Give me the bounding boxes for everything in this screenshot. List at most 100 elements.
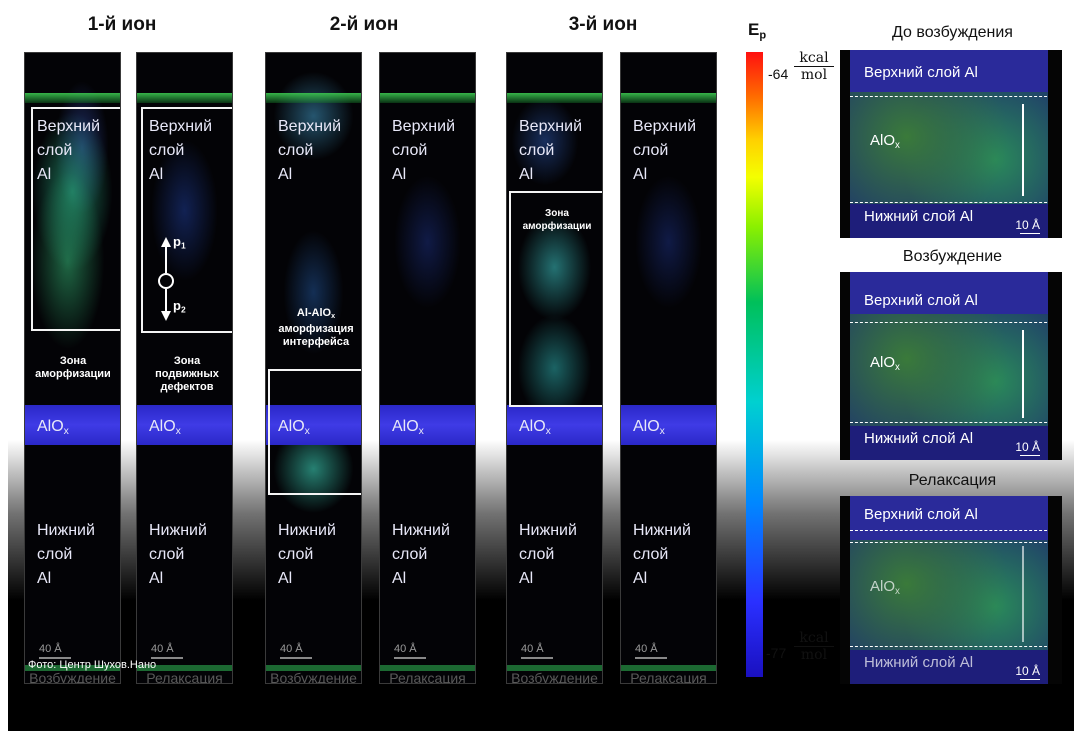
top-layer-label: Верхний слой Al bbox=[864, 506, 978, 523]
panel-before-excitation: Верхний слой Al AlOx Нижний слой Al 10 Å bbox=[840, 50, 1062, 238]
bottom-layer-label: Нижний слой Al bbox=[864, 654, 974, 671]
column-caption: Возбуждение bbox=[29, 670, 116, 684]
scale-bar bbox=[1020, 232, 1040, 234]
alox-band bbox=[507, 405, 602, 445]
amorphization-box bbox=[509, 191, 602, 407]
defects-box bbox=[141, 107, 232, 333]
bottom-layer-label: Нижний слой Al bbox=[633, 522, 691, 587]
upper-boundary bbox=[840, 322, 1062, 323]
top-layer-band bbox=[507, 93, 602, 103]
scale-bar bbox=[394, 657, 426, 659]
column-caption: Релаксация bbox=[630, 670, 707, 684]
p2-label: p2 bbox=[173, 298, 186, 315]
panel-relaxation: Верхний слой Al AlOx Нижний слой Al 10 Å bbox=[840, 496, 1062, 684]
thickness-arrow bbox=[1022, 546, 1024, 642]
bottom-layer-label: Нижний слой Al bbox=[149, 522, 207, 587]
panel-title-relaxation: Релаксация bbox=[908, 472, 997, 489]
scale-label: 10 Å bbox=[1015, 664, 1040, 678]
panel-edge-left bbox=[840, 272, 850, 460]
top-layer-label: Верхний слой Al bbox=[864, 292, 978, 309]
ion1-excitation-column: Верхний слой Al Зона аморфизации AlOx Нижни… bbox=[24, 52, 121, 684]
panel-edge-right bbox=[1048, 496, 1062, 684]
top-layer-band bbox=[380, 93, 475, 103]
alox-band bbox=[266, 405, 361, 445]
column-caption: Возбуждение bbox=[511, 670, 598, 684]
alox-layer bbox=[840, 314, 1062, 426]
alox-label: AlOx bbox=[870, 132, 900, 151]
top-layer-band bbox=[137, 93, 232, 103]
scale-bar bbox=[635, 657, 667, 659]
column-caption: Релаксация bbox=[146, 670, 223, 684]
colorbar-max: -64 bbox=[768, 66, 789, 82]
bottom-layer-label: Нижний слой Al bbox=[864, 208, 974, 225]
ion3-excitation-column: Верхний слой Al Зона аморфизации AlOx Нижни… bbox=[506, 52, 603, 684]
top-layer-band bbox=[621, 93, 716, 103]
alox-layer bbox=[840, 92, 1062, 204]
energy-map bbox=[507, 53, 602, 683]
alox-label: AlOx bbox=[392, 418, 424, 438]
top-layer-label: Верхний слой Al bbox=[37, 118, 100, 183]
top-layer-label: Верхний слой Al bbox=[392, 118, 455, 183]
ion1-relaxation-column: Верхний слой Al p1 p2 Зона подвижных дефекто… bbox=[136, 52, 233, 684]
top-layer-label: Верхний слой Al bbox=[633, 118, 696, 183]
colorbar-max-unit: kcal mol bbox=[794, 50, 834, 83]
scale-bar bbox=[1020, 678, 1040, 680]
upper-boundary-2 bbox=[840, 542, 1062, 543]
energy-map bbox=[25, 53, 120, 683]
top-layer-band bbox=[266, 93, 361, 103]
bottom-layer bbox=[840, 650, 1062, 684]
arrow-down-head bbox=[161, 311, 171, 321]
alox-band bbox=[380, 405, 475, 445]
top-layer bbox=[840, 496, 1062, 540]
top-layer-label: Верхний слой Al bbox=[519, 118, 582, 183]
top-layer-label: Верхний слой Al bbox=[149, 118, 212, 183]
column-caption: Возбуждение bbox=[270, 670, 357, 684]
zone-defects-label: Зона подвижных дефектов bbox=[155, 355, 219, 393]
lower-boundary bbox=[840, 646, 1062, 647]
ion2-relaxation-column: Верхний слой Al AlOx Нижний слой Al 40 Å Рел… bbox=[379, 52, 476, 684]
upper-boundary-1 bbox=[840, 530, 1062, 531]
thickness-arrow bbox=[1022, 330, 1024, 418]
zone-amorph-label: Зона аморфизации bbox=[35, 355, 111, 380]
lower-boundary bbox=[840, 422, 1062, 423]
scale-label: 10 Å bbox=[1015, 440, 1040, 454]
alox-layer bbox=[840, 540, 1062, 650]
bottom-layer-label: Нижний слой Al bbox=[278, 522, 336, 587]
arrow-up-head bbox=[161, 237, 171, 247]
top-layer-band bbox=[25, 93, 120, 103]
alox-label: AlOx bbox=[519, 418, 551, 438]
column-caption: Релаксация bbox=[389, 670, 466, 684]
bottom-layer-label: Нижний слой Al bbox=[37, 522, 95, 587]
bottom-layer-band bbox=[380, 665, 475, 671]
scale-label: 40 Å bbox=[151, 643, 174, 655]
alox-label: AlOx bbox=[870, 354, 900, 373]
energy-map bbox=[266, 53, 361, 683]
bottom-layer bbox=[840, 426, 1062, 460]
energy-map bbox=[380, 53, 475, 683]
scale-label: 10 Å bbox=[1015, 218, 1040, 232]
ion-1-title: 1-й ион bbox=[87, 14, 157, 35]
ion-3-title: 3-й ион bbox=[568, 14, 638, 35]
alox-band bbox=[621, 405, 716, 445]
bottom-layer-band bbox=[507, 665, 602, 671]
top-layer-label: Верхний слой Al bbox=[278, 118, 341, 183]
interface-box bbox=[268, 369, 361, 495]
colorbar bbox=[746, 52, 763, 677]
alox-label: AlOx bbox=[870, 578, 900, 597]
bottom-layer-label: Нижний слой Al bbox=[864, 430, 974, 447]
energy-map bbox=[137, 53, 232, 683]
bottom-layer-label: Нижний слой Al bbox=[392, 522, 450, 587]
scale-bar bbox=[521, 657, 553, 659]
p1-label: p1 bbox=[173, 234, 186, 251]
alox-label: AlOx bbox=[37, 418, 69, 438]
scale-bar bbox=[39, 657, 71, 659]
alox-band bbox=[25, 405, 120, 445]
scale-label: 40 Å bbox=[635, 643, 658, 655]
photo-credit: Фото: Центр Шухов.Нано bbox=[28, 659, 157, 671]
panel-title-excitation: Возбуждение bbox=[902, 248, 1003, 265]
ion3-relaxation-column: Верхний слой Al AlOx Нижний слой Al 40 Å Рел… bbox=[620, 52, 717, 684]
upper-boundary bbox=[840, 96, 1062, 97]
alox-label: AlOx bbox=[633, 418, 665, 438]
scale-label: 40 Å bbox=[394, 643, 417, 655]
alox-label: AlOx bbox=[278, 418, 310, 438]
